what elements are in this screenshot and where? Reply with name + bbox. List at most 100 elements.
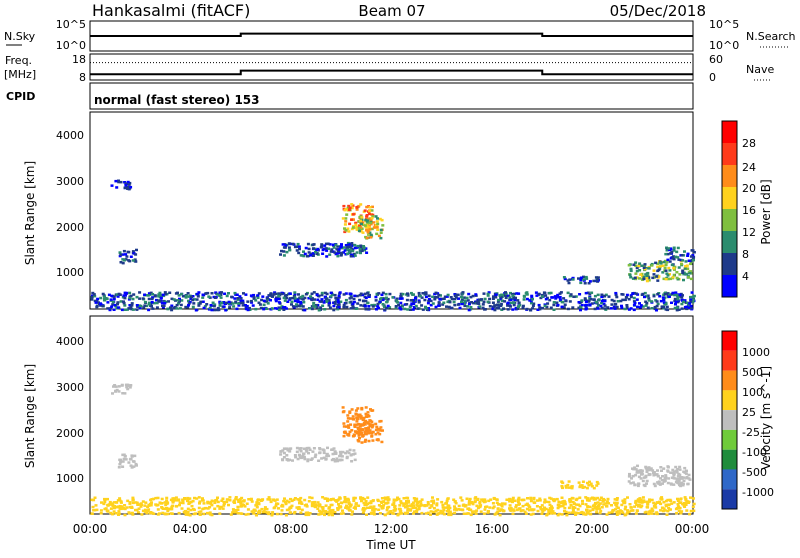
power-cell <box>657 303 660 306</box>
power-cell <box>599 305 602 308</box>
power-cell <box>190 296 193 299</box>
power-cell <box>367 231 370 234</box>
velocity-cell <box>644 485 647 488</box>
velocity-cell <box>175 499 178 502</box>
velocity-cell <box>262 511 265 514</box>
velocity-cell <box>166 507 169 510</box>
power-cell <box>314 305 317 308</box>
velocity-cell <box>253 509 256 512</box>
velocity-cell <box>483 508 486 511</box>
velocity-cell <box>587 512 590 515</box>
power-cell <box>129 186 132 189</box>
velocity-cell <box>659 509 662 512</box>
velocity-cell <box>642 496 645 499</box>
power-cell <box>233 297 236 300</box>
velocity-cell <box>528 506 531 509</box>
velocity-cell <box>611 509 614 512</box>
velocity-cell <box>324 497 327 500</box>
velocity-cell <box>370 424 373 427</box>
velocity-cell <box>361 508 364 511</box>
velocity-cell <box>599 502 602 505</box>
power-cell <box>646 275 649 278</box>
velocity-cell <box>671 469 674 472</box>
velocity-cell <box>501 505 504 508</box>
velocity-cell <box>564 503 567 506</box>
velocity-cell <box>293 511 296 514</box>
power-colorbar-label: Power [dB] <box>759 179 773 244</box>
power-cell <box>597 294 600 297</box>
velocity-cell <box>436 513 439 516</box>
velocity-cell <box>125 458 128 461</box>
velocity-cell <box>692 510 695 513</box>
velocity-cell <box>257 498 260 501</box>
power-cbar-tick-24: 24 <box>742 161 756 174</box>
power-cell <box>136 304 139 307</box>
velocity-cell <box>635 512 638 515</box>
velocity-cell <box>285 514 288 517</box>
velocity-cell <box>308 496 311 499</box>
velocity-cell <box>351 510 354 513</box>
velocity-cell <box>275 502 278 505</box>
power-cell <box>263 304 266 307</box>
power-cell <box>369 236 372 239</box>
velocity-cell <box>651 499 654 502</box>
velocity-cell <box>323 452 326 455</box>
power-cell <box>532 305 535 308</box>
power-cell <box>298 248 301 251</box>
power-cell <box>415 305 418 308</box>
power-cell <box>474 293 477 296</box>
power-cell <box>282 243 285 246</box>
power-cell <box>369 206 372 209</box>
power-cell <box>512 302 515 305</box>
velocity-cell <box>333 511 336 514</box>
velocity-cell <box>644 511 647 514</box>
velocity-cell <box>656 502 659 505</box>
velocity-cell <box>339 459 342 462</box>
power-cell <box>298 245 301 248</box>
velocity-cell <box>546 513 549 516</box>
power-cell <box>355 206 358 209</box>
velocity-cell <box>343 410 346 413</box>
power-cell <box>339 291 342 294</box>
power-cell <box>399 295 402 298</box>
power-cell <box>314 251 317 254</box>
velocity-colorbar-segment <box>722 450 737 470</box>
velocity-cell <box>294 454 297 457</box>
velocity-cell <box>357 439 360 442</box>
power-cell <box>515 292 518 295</box>
freq-panel-frame <box>90 54 693 80</box>
velocity-cell <box>464 505 467 508</box>
power-cell <box>377 292 380 295</box>
power-cell <box>115 186 118 189</box>
power-cell <box>365 308 368 311</box>
velocity-cell <box>276 513 279 516</box>
power-cell <box>359 248 362 251</box>
power-cell <box>670 251 673 254</box>
power-cell <box>659 265 662 268</box>
velocity-cell <box>327 507 330 510</box>
velocity-cell <box>508 498 511 501</box>
velocity-cell <box>446 500 449 503</box>
velocity-cell <box>560 502 563 505</box>
power-cell <box>123 250 126 253</box>
power-cell <box>338 306 341 309</box>
power-cell <box>482 303 485 306</box>
velocity-cell <box>339 497 342 500</box>
power-cell <box>675 271 678 274</box>
power-cell <box>438 302 441 305</box>
velocity-cell <box>131 499 134 502</box>
power-cell <box>278 309 281 312</box>
power-cell <box>128 260 131 263</box>
power-cell <box>438 298 441 301</box>
velocity-cell <box>665 504 668 507</box>
power-cell <box>512 294 515 297</box>
velocity-cell <box>218 507 221 510</box>
velocity-cell <box>374 433 377 436</box>
power-cell <box>144 301 147 304</box>
power-cell <box>633 297 636 300</box>
power-cell <box>646 280 649 283</box>
power-cbar-tick-12: 12 <box>742 226 756 239</box>
power-cell <box>307 243 310 246</box>
power-cell <box>375 308 378 311</box>
velocity-cell <box>387 501 390 504</box>
